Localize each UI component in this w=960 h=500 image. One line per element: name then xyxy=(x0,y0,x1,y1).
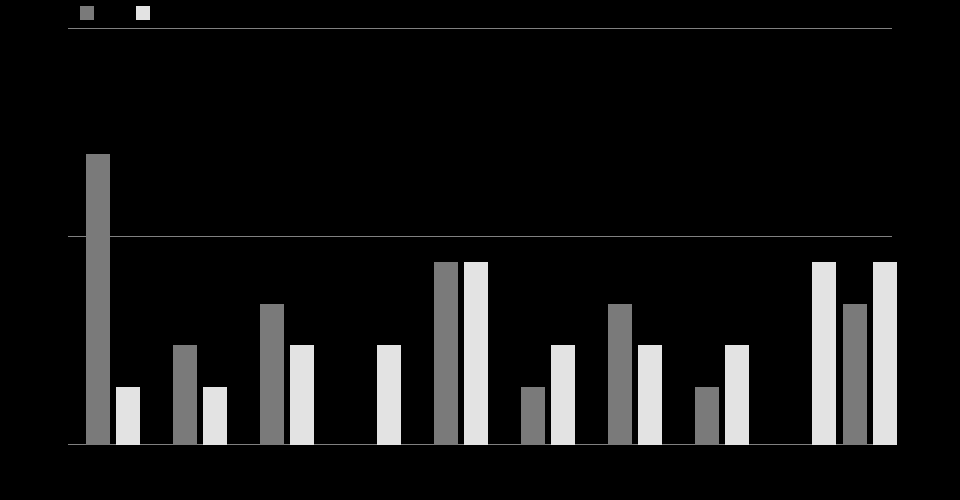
bar-group xyxy=(260,304,314,445)
bar-series-1 xyxy=(521,387,545,445)
legend-item-series-1 xyxy=(80,6,94,20)
plot-area xyxy=(68,29,892,445)
bar-series-1 xyxy=(608,304,632,445)
bar-series-2 xyxy=(873,262,897,445)
bar-series-2 xyxy=(551,345,575,445)
bar-series-1 xyxy=(173,345,197,445)
bar-series-1 xyxy=(843,304,867,445)
bar-series-2 xyxy=(725,345,749,445)
bar-group xyxy=(608,304,662,445)
bar-series-1 xyxy=(695,387,719,445)
bar-group xyxy=(521,345,575,445)
bar-series-1 xyxy=(86,154,110,445)
legend-swatch-1 xyxy=(80,6,94,20)
legend-item-series-2 xyxy=(136,6,150,20)
bar-group xyxy=(434,262,488,445)
bar-group xyxy=(695,345,749,445)
bar-group xyxy=(843,262,897,445)
bar-series-2 xyxy=(464,262,488,445)
grouped-bar-chart xyxy=(0,0,960,500)
bar-series-2 xyxy=(116,387,140,445)
bar-series-2 xyxy=(377,345,401,445)
bar-series-2 xyxy=(812,262,836,445)
bar-series-1 xyxy=(434,262,458,445)
bar-series-2 xyxy=(638,345,662,445)
legend xyxy=(80,6,150,20)
bar-group xyxy=(86,154,140,445)
legend-swatch-2 xyxy=(136,6,150,20)
bar-series-1 xyxy=(260,304,284,445)
bar-group xyxy=(173,345,227,445)
bar-series-2 xyxy=(290,345,314,445)
bar-group xyxy=(782,262,836,445)
bar-group xyxy=(347,345,401,445)
bar-series-2 xyxy=(203,387,227,445)
